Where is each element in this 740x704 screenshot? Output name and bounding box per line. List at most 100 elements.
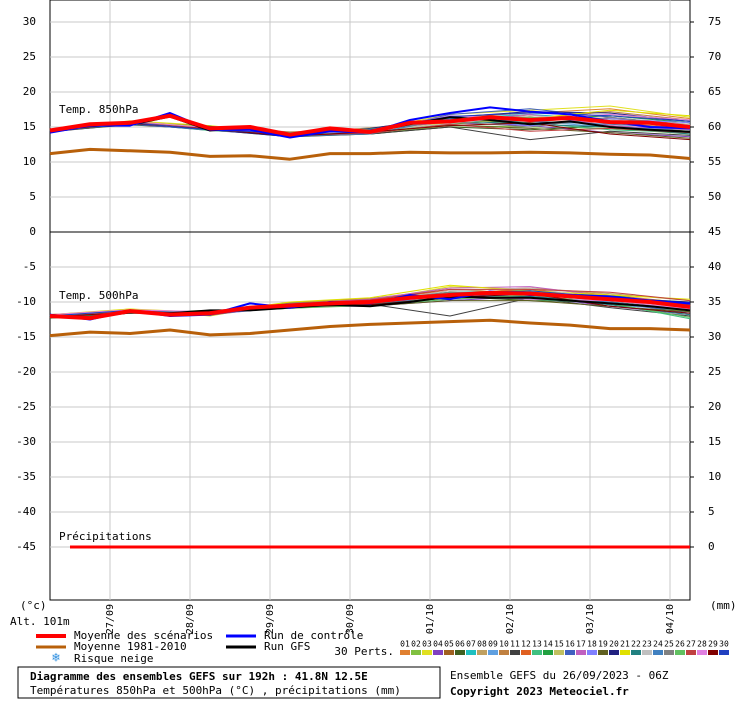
series-line xyxy=(49,318,691,338)
perturbation-number: 18 xyxy=(587,640,597,649)
perturbation-swatch xyxy=(576,650,586,655)
perturbation-line xyxy=(49,112,691,134)
x-tick-label: 30/09 xyxy=(345,604,356,634)
perturbation-number: 01 xyxy=(400,640,410,649)
y2-tick-label: 30 xyxy=(708,330,721,343)
series-line xyxy=(49,290,691,321)
perturbation-number: 20 xyxy=(609,640,619,649)
perturbation-swatch xyxy=(543,650,553,655)
perturbation-number: 05 xyxy=(444,640,454,649)
perturbation-swatch xyxy=(620,650,630,655)
footer-title: Diagramme des ensembles GEFS sur 192h : … xyxy=(30,670,368,683)
y-tick-label: 30 xyxy=(23,15,36,28)
perturbation-swatch xyxy=(455,650,465,655)
y2-tick-label: 40 xyxy=(708,260,721,273)
series-line xyxy=(49,147,691,161)
y2-tick-label: 75 xyxy=(708,15,721,28)
perturbation-number: 16 xyxy=(565,640,575,649)
perturbation-swatch xyxy=(444,650,454,655)
perturbation-swatch xyxy=(554,650,564,655)
x-tick-label: 27/09 xyxy=(105,604,116,634)
y-tick-label: 25 xyxy=(23,50,36,63)
y-tick-label: -10 xyxy=(16,295,36,308)
y2-tick-label: 65 xyxy=(708,85,721,98)
perturbation-number: 08 xyxy=(477,640,487,649)
perturbation-number: 19 xyxy=(598,640,608,649)
perturbation-swatch xyxy=(609,650,619,655)
y2-tick-label: 70 xyxy=(708,50,721,63)
perturbation-number: 22 xyxy=(631,640,641,649)
perturbation-swatch xyxy=(510,650,520,655)
y2-tick-label: 25 xyxy=(708,365,721,378)
y-tick-label: -35 xyxy=(16,470,36,483)
perturbation-swatch xyxy=(664,650,674,655)
y-tick-label: 10 xyxy=(23,155,36,168)
panel-label: Précipitations xyxy=(59,530,152,543)
perturbation-legend-label: 30 Perts. xyxy=(334,645,394,658)
perturbation-number: 07 xyxy=(466,640,476,649)
copyright: Copyright 2023 Meteociel.fr xyxy=(450,685,629,698)
altitude: Alt. 101m xyxy=(10,615,70,628)
x-tick-label: 28/09 xyxy=(185,604,196,634)
perturbation-number: 28 xyxy=(697,640,707,649)
footer-subtitle: Températures 850hPa et 500hPa (°C) , pré… xyxy=(30,684,401,697)
perturbation-number: 15 xyxy=(554,640,564,649)
perturbation-swatch xyxy=(719,650,729,655)
legend-label: Risque neige xyxy=(74,652,153,665)
perturbation-swatch xyxy=(675,650,685,655)
perturbation-swatch xyxy=(708,650,718,655)
perturbation-number: 17 xyxy=(576,640,586,649)
y-tick-label: -5 xyxy=(23,260,36,273)
perturbation-number: 09 xyxy=(488,640,498,649)
y2-axis-label: (mm) xyxy=(710,599,737,612)
snow-icon: ❄ xyxy=(51,651,60,666)
y2-tick-label: 20 xyxy=(708,400,721,413)
perturbation-swatch xyxy=(466,650,476,655)
perturbation-swatch xyxy=(686,650,696,655)
perturbation-number: 03 xyxy=(422,640,432,649)
y-axis-label: (°c) xyxy=(20,599,47,612)
perturbation-swatch xyxy=(521,650,531,655)
perturbation-swatch xyxy=(598,650,608,655)
perturbation-number: 14 xyxy=(543,640,553,649)
y2-tick-label: 50 xyxy=(708,190,721,203)
perturbation-number: 02 xyxy=(411,640,421,649)
perturbation-swatch xyxy=(642,650,652,655)
perturbation-number: 26 xyxy=(675,640,685,649)
y-tick-label: 5 xyxy=(29,190,36,203)
y-tick-label: -25 xyxy=(16,400,36,413)
y2-tick-label: 0 xyxy=(708,540,715,553)
y-tick-label: 20 xyxy=(23,85,36,98)
y-tick-label: -20 xyxy=(16,365,36,378)
y2-tick-label: 10 xyxy=(708,470,721,483)
perturbation-swatch xyxy=(400,650,410,655)
y-tick-label: 0 xyxy=(29,225,36,238)
perturbation-swatch xyxy=(488,650,498,655)
perturbation-number: 13 xyxy=(532,640,542,649)
legend-label: Moyenne des scénarios xyxy=(74,629,213,642)
perturbation-swatch xyxy=(532,650,542,655)
y2-tick-label: 45 xyxy=(708,225,721,238)
y2-tick-label: 15 xyxy=(708,435,721,448)
perturbation-swatch xyxy=(697,650,707,655)
legend-label: Moyenne 1981-2010 xyxy=(74,640,187,653)
legend-label: Run GFS xyxy=(264,640,310,653)
x-tick-label: 04/10 xyxy=(665,604,676,634)
x-tick-label: 01/10 xyxy=(425,604,436,634)
perturbation-swatch xyxy=(477,650,487,655)
perturbation-number: 25 xyxy=(664,640,674,649)
perturbation-swatch xyxy=(587,650,597,655)
perturbation-number: 27 xyxy=(686,640,696,649)
perturbation-swatch xyxy=(422,650,432,655)
x-tick-label: 02/10 xyxy=(505,604,516,634)
x-tick-label: 29/09 xyxy=(265,604,276,634)
x-tick-label: 03/10 xyxy=(585,604,596,634)
perturbation-swatch xyxy=(565,650,575,655)
y-tick-label: -15 xyxy=(16,330,36,343)
perturbation-swatch xyxy=(653,650,663,655)
perturbation-swatch xyxy=(433,650,443,655)
legend-label: Run de contrôle xyxy=(264,629,363,642)
perturbation-number: 21 xyxy=(620,640,630,649)
